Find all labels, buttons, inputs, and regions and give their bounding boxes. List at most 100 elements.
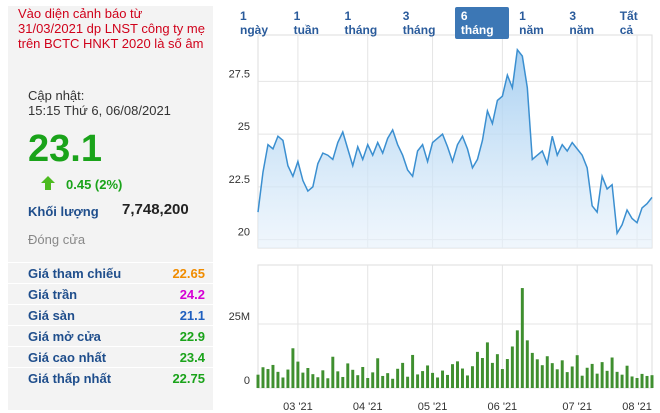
volume-bar <box>620 374 624 388</box>
range-buttons: 1 ngày 1 tuần 1 tháng 3 tháng 6 tháng 1 năm 3 … <box>234 7 660 39</box>
volume-bar <box>271 364 275 388</box>
volume-bar <box>301 372 305 388</box>
range-button[interactable]: 1 ngày <box>240 9 269 37</box>
volume-bar <box>316 377 320 388</box>
price-row: Giá mở cửa 22.9 <box>8 325 213 346</box>
price-row: Giá thấp nhất 22.75 <box>8 367 213 388</box>
row-value: 21.1 <box>179 308 205 323</box>
row-value: 22.65 <box>172 266 205 281</box>
volume-bar <box>605 370 609 388</box>
volume-bar <box>276 371 280 388</box>
volume-bar <box>540 365 544 388</box>
row-label: Giá mở cửa <box>28 329 101 344</box>
volume-bar <box>371 372 375 388</box>
row-label: Giá thấp nhất <box>28 371 112 386</box>
updated-time: 15:15 Thứ 6, 06/08/2021 <box>28 103 171 118</box>
range-button[interactable]: 1 tuần <box>293 9 319 37</box>
updated-label: Cập nhật: <box>28 88 85 103</box>
volume-bar <box>431 372 435 388</box>
volume-bar <box>615 371 619 388</box>
x-tick-label: 04 '21 <box>353 401 383 413</box>
volume-bar <box>580 375 584 388</box>
range-button[interactable]: 1 tháng <box>344 9 378 37</box>
volume-bar <box>590 363 594 388</box>
price-row: Giá cao nhất 23.4 <box>8 346 213 367</box>
volume-bar <box>625 365 629 388</box>
volume-bar <box>391 378 395 388</box>
price: 23.1 <box>28 128 102 170</box>
x-tick-label: 07 '21 <box>562 401 592 413</box>
volume-bar <box>470 366 474 388</box>
x-tick-label: 03 '21 <box>283 401 313 413</box>
volume-bar <box>336 371 340 388</box>
range-button[interactable]: 3 năm <box>569 9 595 37</box>
volume-bar <box>595 373 599 388</box>
volume-bar <box>465 375 469 388</box>
volume-bar <box>326 378 330 388</box>
volume-bar <box>426 365 430 388</box>
volume-bar <box>311 374 315 388</box>
volume-bar <box>411 354 415 388</box>
x-tick-label: 08 '21 <box>622 401 652 413</box>
row-value: 24.2 <box>179 287 205 302</box>
volume-bar <box>535 359 539 388</box>
range-button[interactable]: Tất cả <box>619 9 638 37</box>
volume: 7,748,200 <box>122 201 189 218</box>
volume-bar <box>461 368 464 388</box>
volume-bar <box>446 374 449 388</box>
x-tick-label: 06 '21 <box>488 401 518 413</box>
volume-bar <box>321 370 325 388</box>
range-button[interactable]: 3 tháng <box>402 9 436 37</box>
volume-bar <box>475 351 479 388</box>
range-button[interactable]: 1 năm <box>519 9 544 37</box>
volume-bar <box>530 352 534 388</box>
volume-bar <box>266 369 270 388</box>
volume-bar <box>630 376 634 388</box>
volume-bar <box>331 356 335 388</box>
price-row: Giá trần 24.2 <box>8 283 213 304</box>
volume-label: Khối lượng <box>28 204 99 219</box>
volume-bar <box>291 348 295 388</box>
price-row: Giá sàn 21.1 <box>8 304 213 325</box>
volume-bar <box>610 357 614 388</box>
volume-bar <box>555 369 559 388</box>
volume-bar <box>261 367 265 388</box>
y-tick-label: 0 <box>244 375 250 387</box>
range-button[interactable]: 6 tháng <box>454 7 510 39</box>
volume-bar <box>341 376 345 388</box>
row-label: Giá sàn <box>28 308 75 323</box>
volume-bar <box>296 361 300 388</box>
y-tick-label: 22.5 <box>229 174 250 186</box>
volume-bar <box>441 370 445 388</box>
volume-bar <box>545 356 549 388</box>
price-row: Giá tham chiếu 22.65 <box>8 262 213 283</box>
volume-bar <box>490 362 494 388</box>
volume-bar <box>485 342 489 388</box>
up-arrow <box>41 176 55 190</box>
change: 0.45 (2%) <box>66 177 123 192</box>
volume-bar <box>281 377 285 388</box>
y-tick-label: 20 <box>238 227 250 239</box>
volume-bar <box>645 375 649 388</box>
row-value: 22.75 <box>172 371 205 386</box>
volume-bar <box>381 375 385 388</box>
price-area <box>258 49 652 249</box>
volume-bar <box>505 359 509 388</box>
volume-bar <box>560 360 564 388</box>
volume-bar <box>396 368 400 388</box>
warning: Vào diện cảnh báo từ 31/03/2021 dp LNST … <box>18 6 205 51</box>
x-tick-label: 05 '21 <box>418 401 448 413</box>
volume-bar <box>421 371 425 388</box>
volume-bar <box>361 366 365 388</box>
volume-bar <box>436 377 440 388</box>
volume-bar <box>401 362 405 388</box>
volume-bar <box>520 288 524 388</box>
volume-bar <box>515 330 519 388</box>
y-tick-label: 25M <box>229 311 250 323</box>
volume-bar <box>256 374 260 388</box>
volume-bar <box>306 368 310 388</box>
row-value: 23.4 <box>179 350 205 365</box>
status: Đóng cửa <box>28 232 86 247</box>
